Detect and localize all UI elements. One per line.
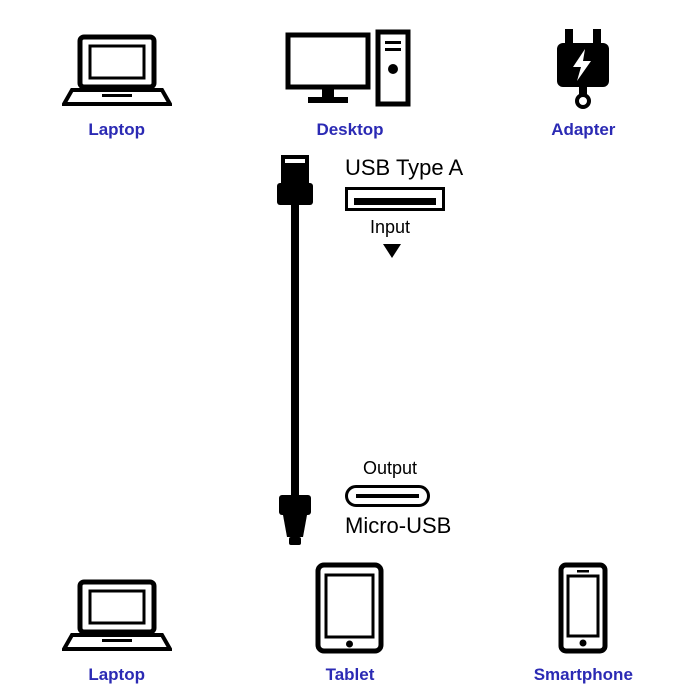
micro-usb-port-icon (345, 485, 430, 507)
laptop-icon (62, 577, 172, 657)
device-smartphone: Smartphone (483, 562, 683, 685)
desktop-label: Desktop (316, 120, 383, 140)
cable-area: USB Type A Input Output Micro-USB (0, 155, 700, 545)
input-devices-row: Laptop Desktop Adapter (0, 10, 700, 140)
adapter-label: Adapter (551, 120, 615, 140)
adapter-icon (543, 27, 623, 112)
smartphone-icon (553, 562, 613, 657)
desktop-icon (280, 27, 420, 112)
micro-usb-label: Micro-USB (345, 513, 605, 539)
tablet-label: Tablet (326, 665, 375, 685)
device-tablet: Tablet (250, 562, 450, 685)
tablet-icon (312, 562, 387, 657)
device-laptop-top: Laptop (17, 32, 217, 140)
usb-type-a-label: USB Type A (345, 155, 605, 181)
input-labels: USB Type A Input (345, 155, 605, 258)
output-labels: Output Micro-USB (345, 458, 605, 545)
usb-a-port-icon (345, 187, 445, 211)
usb-cable (265, 155, 325, 545)
output-devices-row: Laptop Tablet Smartphone (0, 555, 700, 685)
laptop-bottom-label: Laptop (88, 665, 145, 685)
output-label: Output (363, 458, 605, 479)
device-laptop-bottom: Laptop (17, 577, 217, 685)
input-label: Input (370, 217, 605, 238)
device-desktop: Desktop (250, 27, 450, 140)
device-adapter: Adapter (483, 27, 683, 140)
arrow-down-icon (383, 244, 401, 258)
laptop-top-label: Laptop (88, 120, 145, 140)
smartphone-label: Smartphone (534, 665, 633, 685)
laptop-icon (62, 32, 172, 112)
